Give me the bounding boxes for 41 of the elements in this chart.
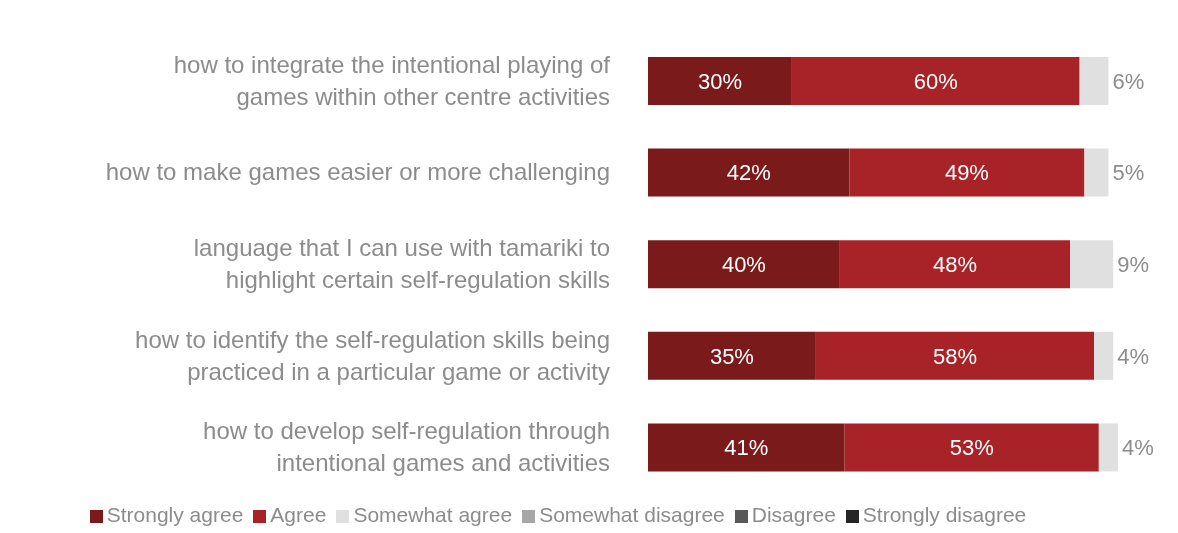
data-label: 9% (1117, 252, 1149, 278)
data-label: 6% (1112, 68, 1145, 94)
data-label: 4% (1117, 343, 1149, 369)
data-label: 58% (932, 343, 977, 369)
data-label: 41% (724, 435, 769, 461)
legend-label: Agree (270, 503, 327, 526)
legend-label: Somewhat agree (353, 503, 513, 526)
bar (815, 331, 1095, 380)
data-label: 4% (1122, 435, 1154, 461)
bar (1098, 423, 1118, 472)
bar (1084, 148, 1109, 197)
y-tick-label: how to integrate the intentional playing of games within other centre activities (173, 50, 611, 110)
bar (648, 57, 792, 105)
bar (648, 331, 816, 380)
y-tick-label: language that I can use with tamariki to highlight certain self-regulation skills (193, 234, 610, 293)
bar (1070, 240, 1114, 289)
legend-label: Strongly agree (106, 503, 244, 526)
data-label: 40% (721, 252, 766, 278)
bar (791, 57, 1080, 105)
bar (648, 240, 840, 289)
y-tick-label: how to make games easier or more challenging (105, 158, 610, 186)
bar (1094, 331, 1114, 380)
legend-label: Disagree (751, 503, 836, 526)
data-label: 30% (697, 68, 742, 94)
bar (1079, 57, 1109, 105)
data-label: 48% (932, 252, 977, 278)
data-label: 42% (726, 160, 771, 186)
y-tick-label: how to develop self-regulation through intentional games and activities (203, 417, 610, 477)
data-label: 5% (1112, 160, 1145, 186)
bar (648, 148, 850, 197)
data-label: 35% (709, 343, 754, 369)
bar (849, 148, 1085, 197)
bar (839, 240, 1071, 289)
legend-label: Somewhat disagree (539, 503, 725, 526)
data-label: 60% (913, 68, 958, 94)
bar (844, 423, 1099, 472)
legend-label: Strongly disagree (862, 503, 1027, 526)
data-label: 53% (949, 435, 994, 461)
bar (648, 423, 845, 472)
y-tick-label: how to identify the self-regulation skills being practiced in a particular game or activity (135, 325, 610, 385)
data-label: 49% (944, 160, 989, 186)
